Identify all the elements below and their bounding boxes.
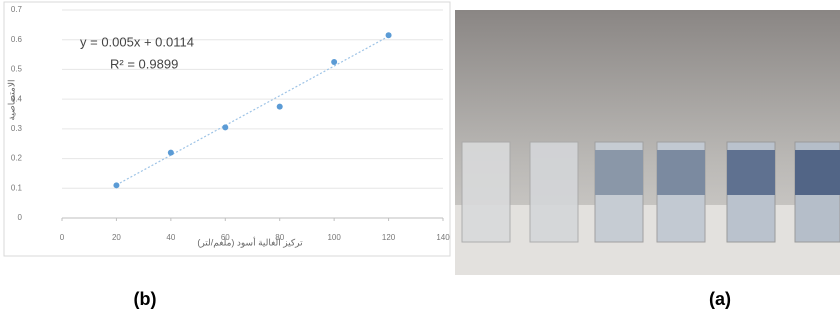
- x-tick-label: 140: [436, 233, 450, 242]
- solution: [727, 150, 775, 195]
- data-point: [331, 59, 337, 65]
- data-point: [277, 104, 283, 110]
- figure: (b) (a) 00.10.20.30.40.50.60.70204060801…: [0, 0, 840, 320]
- table-surface: [455, 205, 840, 275]
- y-axis-label: الامتصاصية: [6, 80, 16, 121]
- x-tick-label: 120: [382, 233, 396, 242]
- y-tick-label: 0: [18, 213, 23, 222]
- data-point: [222, 124, 228, 130]
- x-tick-label: 20: [112, 233, 121, 242]
- solution: [595, 150, 643, 195]
- solution: [795, 150, 840, 195]
- panel-label: (b): [134, 289, 157, 309]
- y-tick-label: 0.6: [11, 35, 23, 44]
- y-tick-label: 0.2: [11, 154, 23, 163]
- solution: [657, 150, 705, 195]
- page: (b) (a) 00.10.20.30.40.50.60.70204060801…: [0, 0, 840, 320]
- equation: y = 0.005x + 0.0114: [80, 34, 194, 49]
- x-tick-label: 0: [60, 233, 65, 242]
- y-tick-label: 0.5: [11, 65, 23, 74]
- data-point: [386, 32, 392, 38]
- data-point: [113, 182, 119, 188]
- data-point: [168, 150, 174, 156]
- x-axis-label: تركيز الغالية أسود (ملغم/لتر): [197, 235, 303, 248]
- cuvette: [462, 142, 510, 242]
- y-tick-label: 0.7: [11, 5, 23, 14]
- x-tick-label: 100: [327, 233, 341, 242]
- panel-label: (a): [709, 289, 731, 309]
- y-tick-label: 0.3: [11, 124, 23, 133]
- r-squared: R² = 0.9899: [110, 56, 178, 71]
- x-tick-label: 40: [166, 233, 175, 242]
- y-tick-label: 0.1: [11, 183, 23, 192]
- cuvette: [530, 142, 578, 242]
- photo: [455, 10, 840, 275]
